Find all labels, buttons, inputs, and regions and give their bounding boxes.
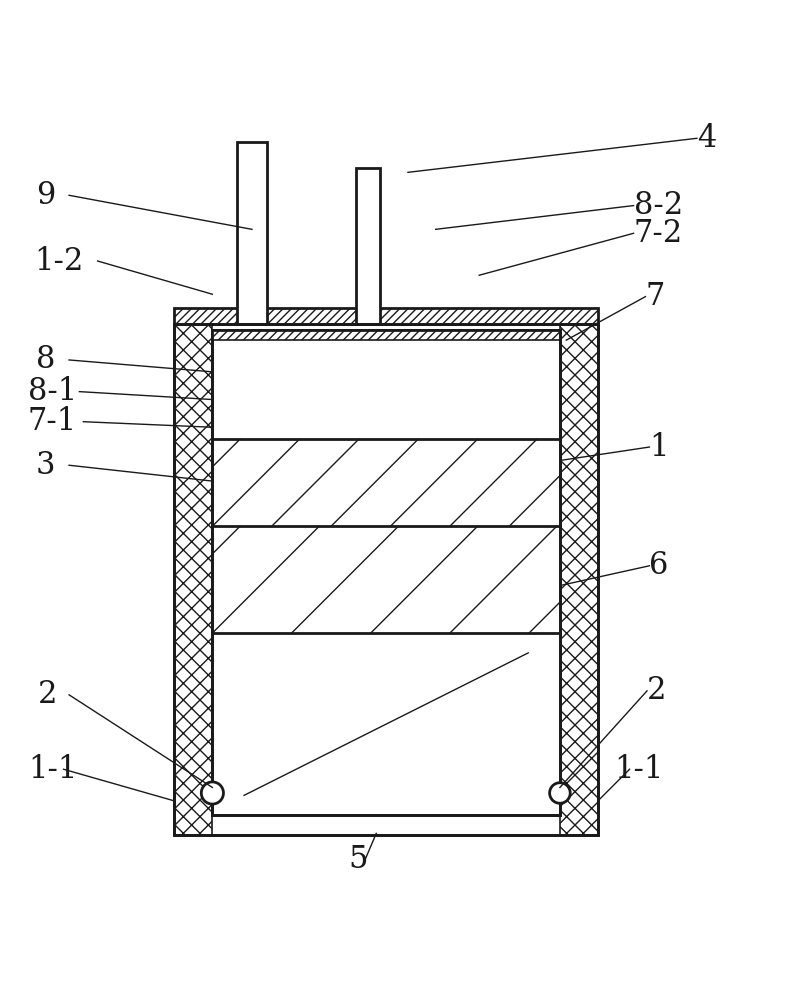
Text: 7-1: 7-1	[28, 406, 77, 438]
Text: 1-2: 1-2	[34, 245, 84, 276]
Text: 6: 6	[650, 550, 669, 581]
Text: 9: 9	[36, 179, 55, 210]
Text: 1-1: 1-1	[614, 754, 663, 785]
Bar	[212, 330, 560, 340]
Bar	[174, 324, 598, 834]
Text: 2: 2	[38, 679, 57, 710]
Text: 1: 1	[650, 432, 669, 463]
Text: 3: 3	[36, 450, 55, 481]
Text: 1-1: 1-1	[28, 754, 78, 785]
Text: 4: 4	[697, 123, 716, 154]
Text: 2: 2	[647, 675, 666, 707]
Circle shape	[550, 783, 570, 804]
Text: 8: 8	[36, 344, 55, 376]
Text: 7-2: 7-2	[634, 217, 682, 249]
Bar	[237, 143, 267, 324]
Bar	[174, 324, 212, 834]
Bar	[357, 167, 380, 324]
Bar	[560, 324, 598, 834]
Text: 5: 5	[349, 844, 368, 875]
Text: 8-1: 8-1	[28, 376, 77, 407]
Bar	[174, 324, 598, 834]
Bar	[212, 330, 560, 816]
Bar	[174, 308, 598, 324]
Bar	[212, 330, 560, 816]
Text: 7: 7	[646, 281, 665, 312]
Text: 8-2: 8-2	[634, 190, 682, 221]
Circle shape	[202, 782, 223, 805]
